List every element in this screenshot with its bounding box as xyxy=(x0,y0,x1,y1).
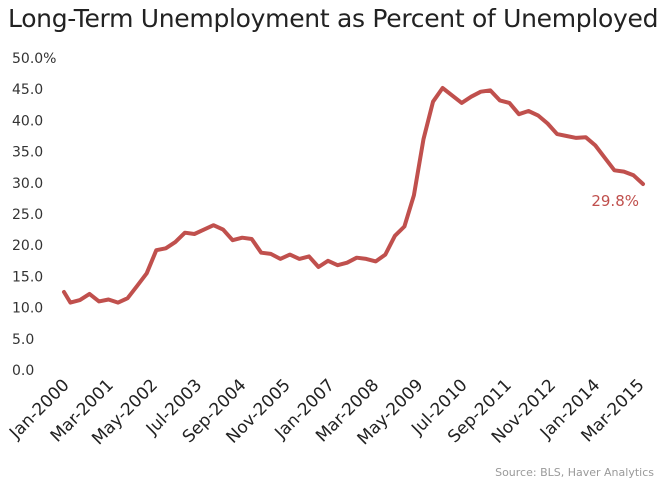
y-tick-label: 50.0% xyxy=(12,51,56,67)
y-tick-label: 35.0 xyxy=(12,145,43,161)
end-value-label: 29.8% xyxy=(591,192,639,210)
y-axis-labels: 0.0 5.0 10.0 15.0 20.0 25.0 30.0 35.0 40.0 45.0 50… xyxy=(12,51,56,379)
y-tick-label: 45.0 xyxy=(12,82,43,98)
chart-title: Long-Term Unemployment as Percent of Une… xyxy=(8,4,659,33)
y-tick-label: 20.0 xyxy=(12,238,43,254)
source-note: Source: BLS, Haver Analytics xyxy=(495,466,654,479)
y-tick-label: 0.0 xyxy=(12,363,34,379)
y-tick-label: 25.0 xyxy=(12,207,43,223)
y-tick-label: 30.0 xyxy=(12,176,43,192)
y-tick-label: 10.0 xyxy=(12,301,43,317)
y-tick-label: 15.0 xyxy=(12,269,43,285)
series-line xyxy=(62,86,645,305)
x-axis-labels: Jan-2000Mar-2001May-2002Jul-2003Sep-2004… xyxy=(5,375,648,449)
series-layer xyxy=(62,86,645,305)
y-tick-label: 5.0 xyxy=(12,332,34,348)
y-tick-label: 40.0 xyxy=(12,113,43,129)
